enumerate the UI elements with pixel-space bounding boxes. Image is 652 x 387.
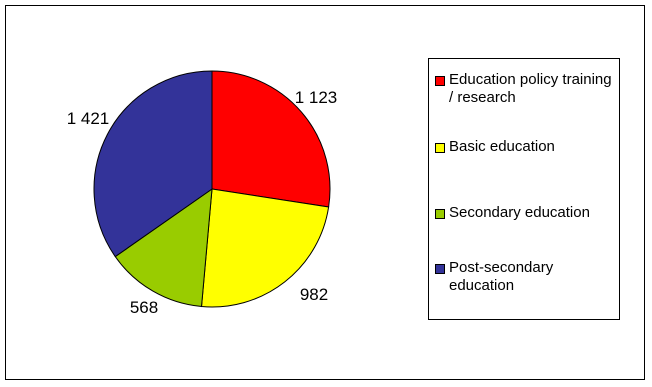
legend-label-policy: Education policy training / research [449,71,612,106]
legend-label-basic: Basic education [449,138,555,155]
data-label-secondary: 568 [130,298,158,317]
data-label-policy: 1 123 [295,88,338,107]
legend-item-policy: Education policy training / research [435,71,614,107]
pie-slice-basic [200,188,330,308]
pie-slice-post-secondary [93,70,213,258]
legend: Education policy training / research Bas… [428,58,620,320]
legend-item-secondary: Secondary education [435,204,614,222]
legend-item-post-secondary: Post-secondary education [435,259,614,295]
pie-slice-policy [211,70,331,208]
legend-label-secondary: Secondary education [449,204,590,221]
data-label-post-secondary: 1 421 [67,109,110,128]
legend-swatch-basic [435,143,445,153]
legend-item-basic: Basic education [435,138,614,156]
legend-swatch-policy [435,76,445,86]
legend-swatch-post-secondary [435,264,445,274]
data-label-basic: 982 [300,285,328,304]
pie-slice-secondary [114,187,213,308]
legend-label-post-secondary: Post-secondary education [449,259,554,294]
legend-swatch-secondary [435,209,445,219]
